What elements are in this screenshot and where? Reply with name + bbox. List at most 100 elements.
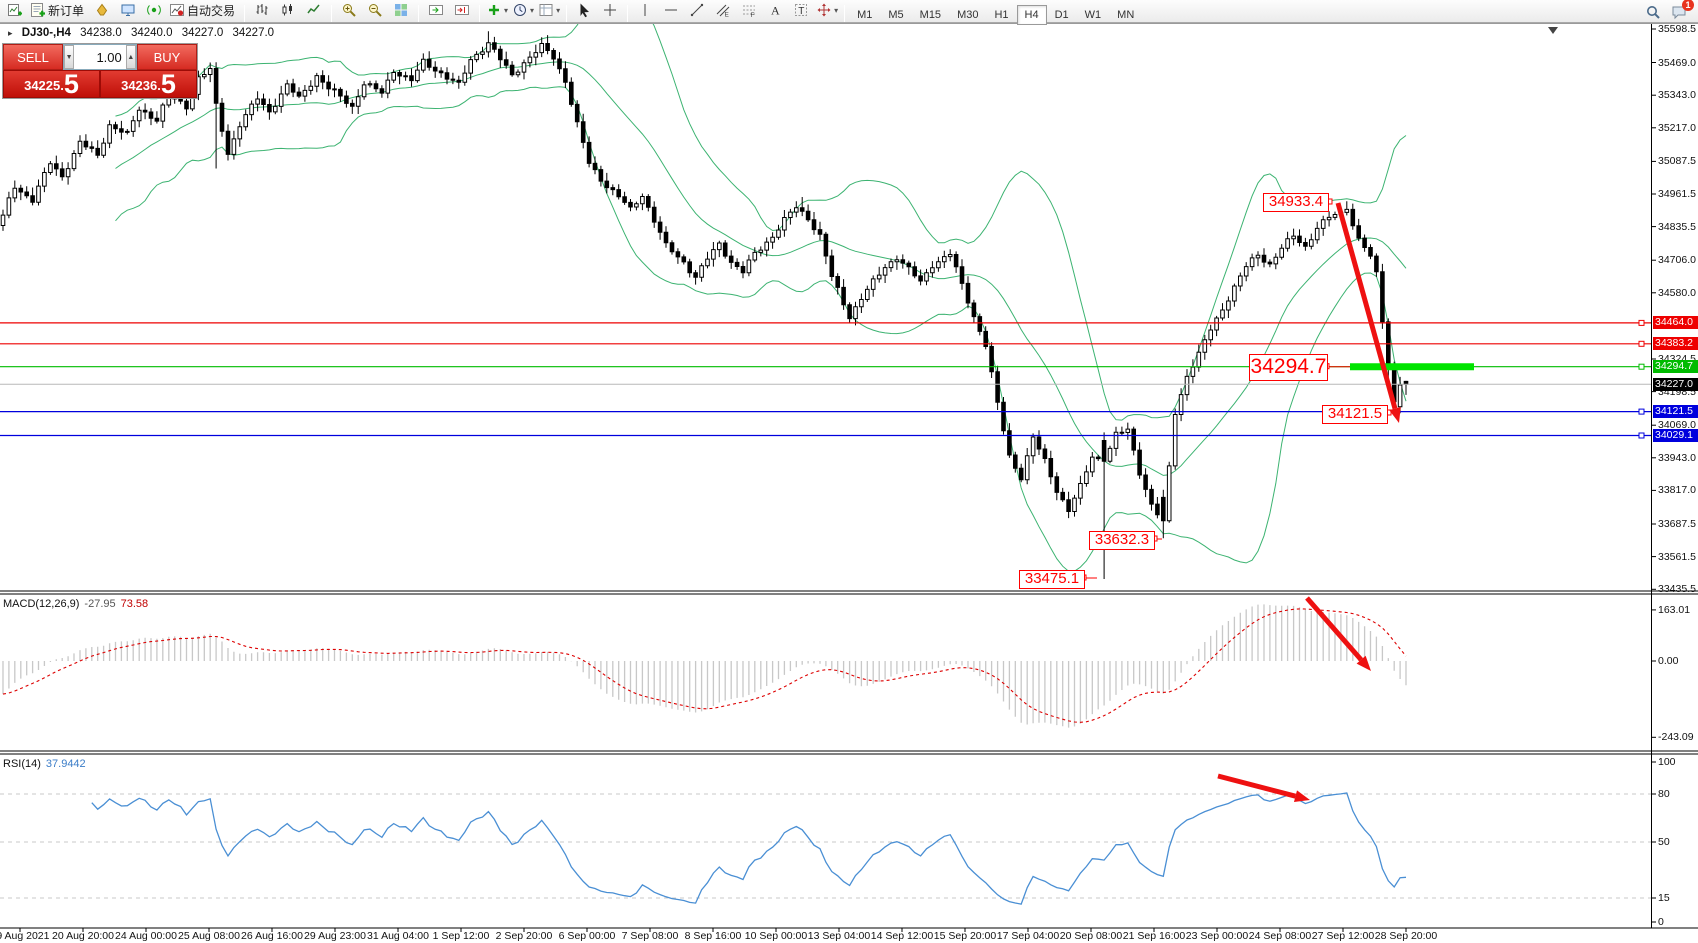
line-handle[interactable]: [1638, 319, 1645, 326]
macd-signal-value: 73.58: [120, 598, 149, 610]
candle-chart-button[interactable]: [276, 0, 300, 21]
zoom-out-button[interactable]: [363, 0, 387, 21]
timeframe-m1-button[interactable]: M1: [857, 9, 873, 21]
line-handle[interactable]: [1638, 432, 1645, 439]
arrows-button[interactable]: ▾: [815, 0, 839, 21]
textT-icon: T: [795, 4, 808, 17]
text-label-button[interactable]: T: [789, 0, 813, 21]
line-handle[interactable]: [1638, 363, 1645, 370]
line-handle[interactable]: [1638, 340, 1645, 347]
rsi-indicator-label: RSI(14) 37.9442: [3, 758, 86, 770]
trend-arrow[interactable]: [1305, 596, 1363, 662]
price-tick-label: 34580.0: [1658, 286, 1696, 299]
price-annotation-label[interactable]: 33632.3: [1089, 531, 1155, 550]
crosshair-button[interactable]: [598, 0, 622, 21]
signals-button[interactable]: [142, 0, 166, 21]
symbol-period-label: DJ30-,H4: [21, 27, 71, 39]
macd-histogram: [2, 604, 1407, 728]
templates-button[interactable]: ▾: [537, 0, 561, 21]
timeframe-d1-button[interactable]: D1: [1054, 9, 1069, 21]
buy-button[interactable]: BUY: [137, 44, 197, 70]
chevron-down-icon: ▾: [504, 5, 509, 15]
zoom-in-button[interactable]: [337, 0, 361, 21]
time-tick-label: 26 Aug 16:00: [241, 930, 303, 942]
cursor-button[interactable]: [572, 0, 596, 21]
price-annotation-label[interactable]: 34933.4: [1263, 193, 1329, 212]
price-tag: 34029.1: [1653, 429, 1698, 442]
text-button[interactable]: A: [763, 0, 787, 21]
one-click-trading-panel: SELL ▼ ▲ BUY 34225.5 34236.5: [2, 43, 198, 99]
auto-scroll-button[interactable]: [424, 0, 448, 21]
line-handle[interactable]: [1638, 408, 1645, 415]
chart-shift-button[interactable]: [450, 0, 474, 21]
rsi-axis-label: 15: [1658, 892, 1670, 904]
price-annotation-label[interactable]: 34121.5: [1322, 405, 1388, 424]
line-chart-button[interactable]: [302, 0, 326, 21]
market-watch-button[interactable]: [116, 0, 140, 21]
rsi-axis-label: 0: [1658, 916, 1664, 928]
fibonacci-button[interactable]: F: [737, 0, 761, 21]
price-tag: 34383.2: [1653, 337, 1698, 351]
sell-price[interactable]: 34225. 5: [3, 70, 100, 98]
search-icon[interactable]: [1641, 1, 1665, 23]
chart-shift-marker[interactable]: [1548, 27, 1558, 34]
indicators-button[interactable]: ▾: [485, 0, 509, 21]
tline-icon: [690, 3, 704, 17]
ohlc-close: 34227.0: [232, 27, 275, 39]
price-tick-label: 33561.5: [1658, 550, 1696, 563]
volume-increase-button[interactable]: ▲: [125, 45, 136, 69]
time-tick-label: 1 Sep 12:00: [432, 930, 490, 942]
time-tick-label: 24 Aug 00:00: [115, 930, 177, 942]
toolbar-separator: [844, 5, 846, 22]
notification-badge: 1: [1682, 0, 1694, 11]
timeframe-w1-button[interactable]: W1: [1084, 9, 1102, 21]
timeframe-h1-button[interactable]: H1: [994, 9, 1009, 21]
arrows-icon: [817, 3, 831, 17]
macd-value: -27.95: [84, 598, 116, 610]
rsi-value: 37.9442: [45, 758, 86, 770]
vertical-line-button[interactable]: [633, 0, 657, 21]
autotrading-button[interactable]: 自动交易: [168, 0, 239, 21]
horizontal-line-button[interactable]: [659, 0, 683, 21]
expand-marker-icon[interactable]: ▸: [8, 28, 13, 38]
timeframe-m30-button[interactable]: M30: [957, 9, 979, 21]
price-big: 5: [63, 69, 79, 99]
volume-decrease-button[interactable]: ▼: [64, 45, 75, 69]
chevron-down-icon: ▾: [834, 5, 839, 15]
trend-line-button[interactable]: [685, 0, 709, 21]
rsi-axis-label: 80: [1658, 788, 1670, 800]
buy-price[interactable]: 34236. 5: [100, 70, 197, 98]
toolbar-separator: [566, 5, 568, 22]
timeframe-h4-button[interactable]: H4: [1016, 5, 1047, 25]
new-order-button[interactable]: 新订单: [29, 0, 88, 21]
time-tick-label: 14 Sep 12:00: [870, 930, 934, 942]
equidistant-channel-button[interactable]: E: [711, 0, 735, 21]
duster-button[interactable]: [90, 0, 114, 21]
price-small: 34225.: [24, 78, 64, 93]
price-tag: 34294.7: [1653, 360, 1698, 374]
price-tick-label: 35469.0: [1658, 56, 1696, 69]
price-annotation-label[interactable]: 34294.7: [1249, 354, 1328, 381]
tile-windows-button[interactable]: [389, 0, 413, 21]
timeframe-m5-button[interactable]: M5: [888, 9, 904, 21]
neworder-icon: [31, 3, 45, 17]
sell-button[interactable]: SELL: [3, 44, 63, 70]
template-icon: [539, 4, 553, 16]
chart-ohlc-header: ▸ DJ30-,H4 34238.0 34240.0 34227.0 34227…: [8, 27, 280, 39]
price-tick-label: 35598.5: [1658, 23, 1696, 35]
price-tick-label: 35087.5: [1658, 155, 1696, 168]
periods-button[interactable]: ▾: [511, 0, 535, 21]
duster-icon: [96, 3, 108, 16]
time-tick-label: 10 Sep 00:00: [744, 930, 808, 942]
vline-icon: [644, 4, 646, 16]
trend-arrow[interactable]: [1335, 202, 1398, 410]
volume-input[interactable]: [74, 45, 126, 69]
new-chart-button[interactable]: [3, 0, 27, 21]
timeframe-m15-button[interactable]: M15: [919, 9, 942, 21]
trend-arrow[interactable]: [1217, 773, 1297, 799]
bar-chart-button[interactable]: [250, 0, 274, 21]
timeframe-mn-button[interactable]: MN: [1117, 9, 1135, 21]
price-annotation-label[interactable]: 33475.1: [1019, 570, 1085, 589]
chat-icon[interactable]: 1: [1667, 0, 1694, 23]
